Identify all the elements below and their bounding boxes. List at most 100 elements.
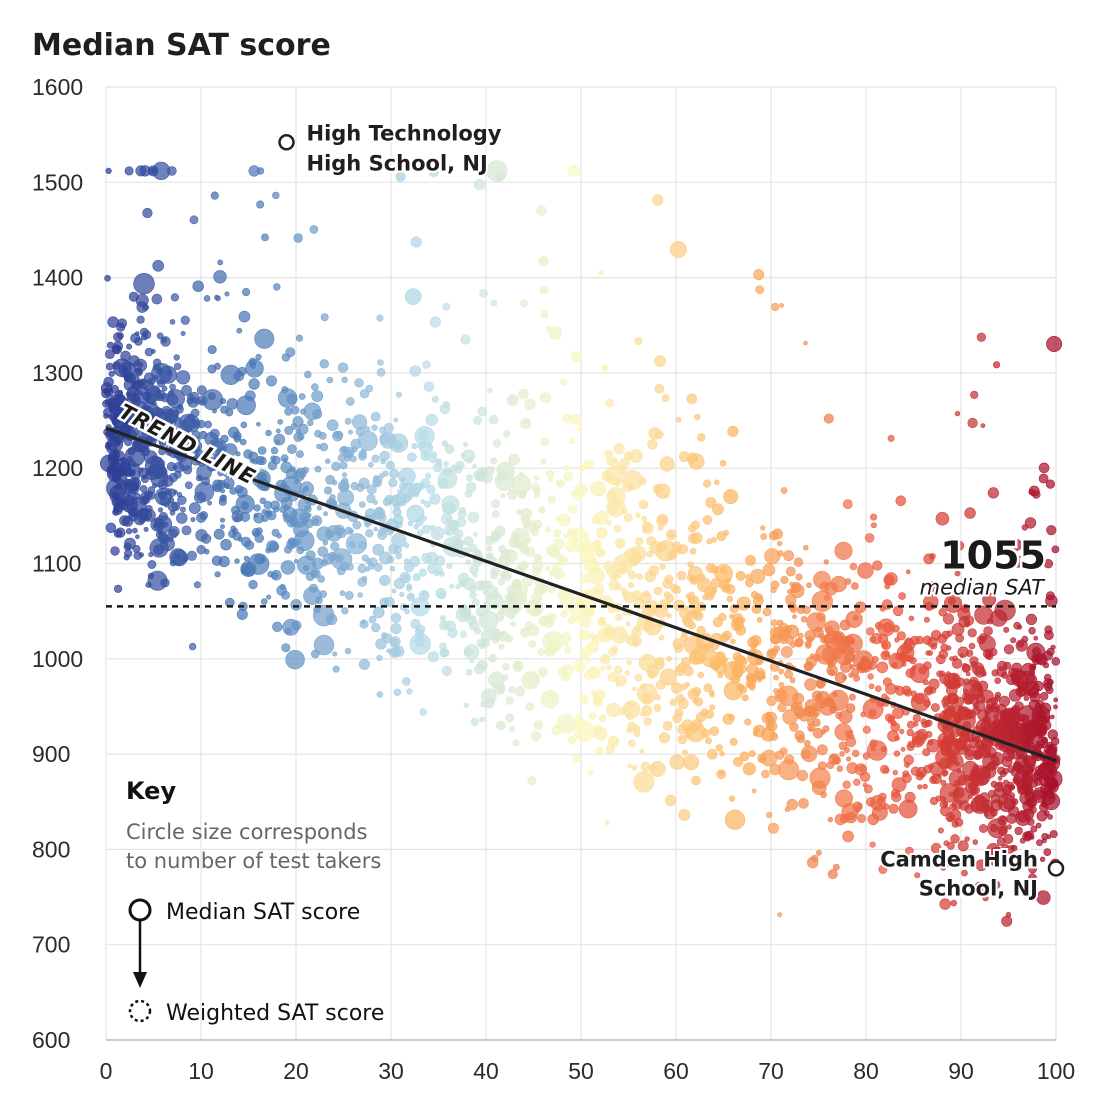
school-point [276,533,282,539]
school-point [412,573,421,582]
school-point [152,259,164,272]
school-point [914,872,921,879]
school-point [553,568,565,580]
school-point [954,779,961,787]
school-point [867,673,874,680]
school-point [1017,686,1028,697]
school-point [166,389,186,408]
school-point [316,505,322,511]
school-point [634,337,643,346]
school-point [367,562,375,570]
school-point [142,207,153,219]
school-point [462,577,476,591]
school-point [137,390,144,396]
school-point [896,631,906,641]
school-point [955,633,964,643]
school-point [113,332,123,342]
school-point [922,783,928,790]
school-point [301,516,309,524]
school-point [590,567,597,574]
school-point [480,701,486,708]
school-point [472,572,478,578]
school-point [389,565,396,572]
school-point [891,777,907,792]
x-tick-label: 10 [188,1058,214,1084]
school-point [192,280,204,292]
school-point [248,579,258,590]
school-point [976,743,992,759]
school-point [212,408,217,414]
school-point [247,553,270,575]
school-point [716,531,727,541]
school-point [675,547,683,555]
school-point [977,680,989,692]
school-point [851,749,860,758]
x-tick-label: 20 [283,1058,309,1084]
school-point [946,630,953,637]
key: Key Circle size corresponds to number of… [126,777,384,1026]
school-point [877,618,896,637]
school-point [446,562,453,570]
school-point [352,520,362,530]
school-point [480,630,493,642]
school-point [376,314,384,322]
school-point [357,430,378,451]
school-point [1003,709,1012,718]
school-point [177,495,187,505]
school-point [113,584,123,593]
school-point [376,367,386,377]
school-point [842,675,848,680]
school-point [910,766,921,776]
school-point [509,726,516,732]
school-point [298,393,306,400]
key-title: Key [126,777,176,805]
school-point [948,678,959,690]
school-point [521,671,540,690]
school-point [575,717,585,727]
school-point [849,693,856,701]
school-point [1025,786,1033,794]
school-point [244,540,255,550]
school-point [528,640,537,648]
school-point [994,694,1001,702]
school-point [790,607,797,614]
school-point [964,621,971,628]
school-point [293,469,305,482]
school-point [590,689,597,696]
school-point [545,469,555,479]
school-point [1030,665,1036,671]
school-point [625,712,634,721]
school-point [475,606,486,617]
school-point [517,584,529,596]
school-point [606,486,626,506]
school-point [829,705,838,714]
school-point [573,545,581,552]
school-point [657,514,669,525]
y-tick-label: 1000 [32,646,83,672]
school-point [627,581,635,589]
school-point [272,621,283,632]
school-point [626,701,634,708]
school-point [653,586,663,596]
school-point [786,588,793,595]
school-point [817,761,827,770]
school-point [894,735,900,741]
school-point [669,698,678,706]
school-point [281,643,291,653]
school-point [404,288,422,305]
school-point [289,516,299,526]
school-point [530,592,543,604]
school-point [1051,656,1061,666]
school-point [527,776,537,786]
school-point [642,590,650,598]
school-point [952,787,971,805]
school-point [272,191,280,200]
school-point [160,578,170,588]
school-point [106,443,118,454]
school-point [339,590,346,596]
school-point [927,650,934,656]
school-point [769,530,779,541]
school-point [624,669,631,676]
school-point [594,510,609,525]
school-point [913,735,922,744]
